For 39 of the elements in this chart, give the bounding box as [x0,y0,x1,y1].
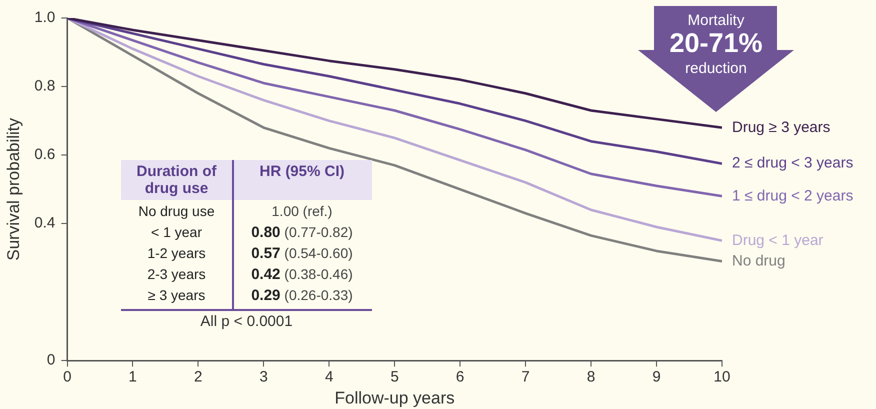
annotation: reduction [684,60,748,77]
y-tick-label: 0.6 [34,146,56,164]
y-tick-label: 0 [46,352,56,369]
annotation: 2-3 years [146,266,207,282]
annotation: Mortality [686,12,746,29]
x-tick-label: 10 [714,368,730,386]
annotation: 0.57 (0.54-0.60) [251,245,353,262]
x-tick-label: 4 [324,368,334,386]
annotation: ≥ 3 years [146,287,206,303]
annotation: All p < 0.0001 [199,313,294,330]
x-axis-title: Follow-up years [334,388,455,408]
x-tick-label: 9 [652,368,661,386]
annotation: < 1 year [150,224,203,240]
series-label: Drug ≥ 3 years [732,118,830,136]
x-tick-label: 8 [586,368,596,386]
x-tick-label: 6 [456,368,464,386]
annotation: 0.29 (0.26-0.33) [251,287,353,304]
annotation: 1-2 years [146,245,207,261]
series-label: Drug < 1 year [732,232,824,249]
series-label: 1 ≤ drug < 2 years [732,187,854,204]
annotation: 0.42 (0.38-0.46) [251,266,353,283]
annotation: HR (95% CI) [259,163,344,180]
series-label: No drug [732,252,786,270]
x-tick-label: 5 [390,368,399,386]
y-tick-label: 0.4 [34,214,56,232]
x-tick-label: 1 [128,368,137,386]
x-tick-label: 2 [194,368,202,386]
x-tick-label: 7 [521,368,530,386]
y-tick-label: 1.0 [34,9,56,26]
x-tick-label: 0 [63,368,72,386]
y-tick-label: 0.8 [34,78,56,95]
annotation: 0.80 (0.77-0.82) [251,224,353,241]
annotation: 20-71% [668,28,764,59]
series-label: 2 ≤ drug < 3 years [732,154,854,172]
x-tick-label: 3 [260,368,268,386]
y-axis-title: Survival probability [4,117,23,261]
annotation: No drug use [137,203,216,219]
annotation: Duration of drug use [136,163,218,197]
annotation: 1.00 (ref.) [270,203,334,219]
